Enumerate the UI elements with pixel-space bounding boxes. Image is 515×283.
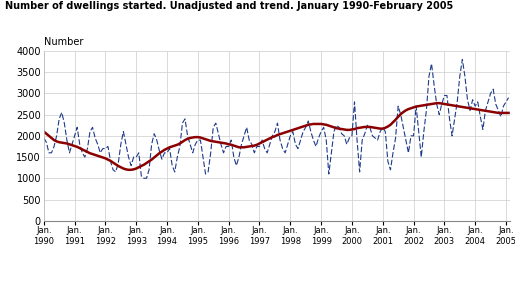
Number of dwellings, trend bbox=[434, 102, 440, 105]
Number of dwellings, trend bbox=[254, 143, 260, 147]
Number of dwellings, unadjusted bbox=[197, 138, 203, 142]
Number of dwellings, unadjusted bbox=[274, 121, 281, 125]
Number of dwellings, unadjusted bbox=[277, 138, 283, 142]
Number of dwellings, unadjusted bbox=[254, 145, 260, 148]
Text: Number of dwellings started. Unadjusted and trend. January 1990-February 2005: Number of dwellings started. Unadjusted … bbox=[5, 1, 453, 11]
Number of dwellings, unadjusted bbox=[231, 155, 237, 159]
Number of dwellings, unadjusted bbox=[459, 58, 466, 61]
Text: Number: Number bbox=[44, 37, 83, 47]
Number of dwellings, trend bbox=[277, 132, 283, 136]
Number of dwellings, trend bbox=[274, 133, 281, 137]
Number of dwellings, unadjusted bbox=[141, 177, 147, 180]
Number of dwellings, trend bbox=[197, 136, 203, 139]
Line: Number of dwellings, trend: Number of dwellings, trend bbox=[44, 103, 509, 170]
Number of dwellings, unadjusted bbox=[341, 134, 347, 138]
Number of dwellings, trend bbox=[126, 168, 132, 171]
Number of dwellings, trend bbox=[41, 130, 47, 133]
Number of dwellings, trend bbox=[231, 144, 237, 147]
Line: Number of dwellings, unadjusted: Number of dwellings, unadjusted bbox=[44, 59, 509, 178]
Number of dwellings, trend bbox=[506, 111, 512, 115]
Number of dwellings, unadjusted bbox=[506, 96, 512, 99]
Number of dwellings, unadjusted bbox=[41, 136, 47, 140]
Number of dwellings, trend bbox=[341, 128, 347, 131]
